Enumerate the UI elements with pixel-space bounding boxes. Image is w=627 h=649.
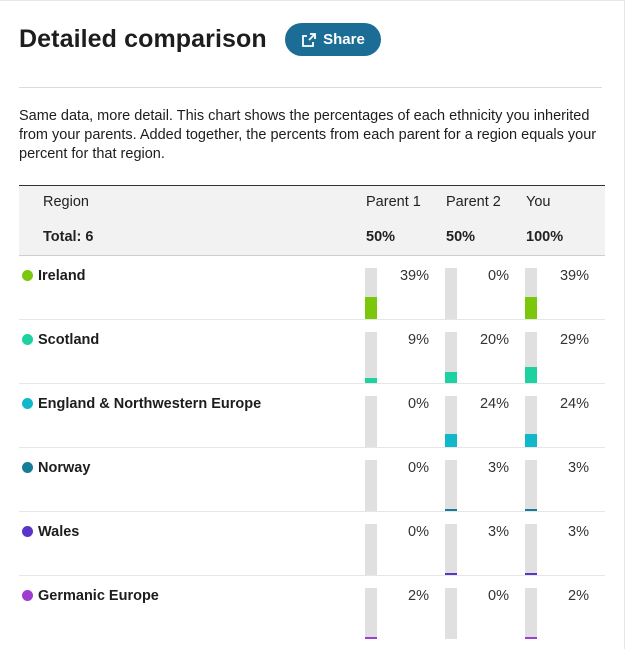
- you-bar-fill: [525, 297, 537, 319]
- you-bar: [525, 332, 537, 383]
- table-row: Wales 0% 3% 3%: [19, 512, 605, 576]
- table-body: Ireland 39% 0% 39% Scotland 9% 20% 29% England &…: [19, 256, 605, 639]
- col-region: Region: [43, 194, 89, 210]
- parent2-percent: 3%: [488, 524, 509, 540]
- you-percent: 2%: [568, 588, 589, 604]
- you-bar-fill: [525, 637, 537, 639]
- parent2-percent: 24%: [479, 396, 509, 412]
- parent2-bar-fill: [445, 372, 457, 383]
- parent2-bar: [445, 332, 457, 383]
- parent1-percent: 9%: [408, 332, 429, 348]
- parent1-bar: [365, 396, 377, 447]
- you-bar-fill: [525, 509, 537, 511]
- you-bar: [525, 396, 537, 447]
- card-header: Detailed comparison Share: [19, 19, 602, 88]
- you-bar-fill: [525, 573, 537, 575]
- parent1-percent: 39%: [399, 268, 429, 284]
- share-icon: [302, 32, 317, 47]
- parent2-bar: [445, 268, 457, 319]
- total-you: 100%: [526, 229, 564, 245]
- parent1-bar: [365, 268, 377, 319]
- parent2-bar-fill: [445, 573, 457, 575]
- total-label: Total: 6: [43, 229, 94, 245]
- col-parent2: Parent 2: [446, 194, 501, 210]
- region-name: Scotland: [38, 332, 100, 348]
- region-color-dot: [22, 398, 33, 409]
- parent1-percent: 0%: [408, 524, 429, 540]
- you-bar: [525, 460, 537, 511]
- parent1-bar: [365, 588, 377, 639]
- comparison-table: Region Parent 1 Parent 2 You Total: 6 50…: [19, 185, 605, 639]
- region-name: Wales: [38, 524, 80, 540]
- parent1-bar-fill: [365, 378, 377, 383]
- region-name: Germanic Europe: [38, 588, 159, 604]
- region-color-dot: [22, 526, 33, 537]
- share-button[interactable]: Share: [285, 23, 381, 56]
- parent1-percent: 2%: [408, 588, 429, 604]
- region-name: Norway: [38, 460, 91, 476]
- parent1-percent: 0%: [408, 396, 429, 412]
- parent2-bar: [445, 524, 457, 575]
- table-row: Scotland 9% 20% 29%: [19, 320, 605, 384]
- total-parent1: 50%: [366, 229, 396, 245]
- parent1-bar-fill: [365, 297, 377, 319]
- table-row: Ireland 39% 0% 39%: [19, 256, 605, 320]
- you-percent: 39%: [559, 268, 589, 284]
- parent2-percent: 0%: [488, 268, 509, 284]
- parent1-bar-fill: [365, 637, 377, 639]
- region-color-dot: [22, 270, 33, 281]
- you-bar: [525, 268, 537, 319]
- you-bar-fill: [525, 367, 537, 383]
- parent2-percent: 20%: [479, 332, 509, 348]
- parent1-percent: 0%: [408, 460, 429, 476]
- parent2-percent: 3%: [488, 460, 509, 476]
- you-bar: [525, 524, 537, 575]
- share-label: Share: [323, 31, 365, 48]
- col-you: You: [526, 194, 551, 210]
- parent2-bar-fill: [445, 509, 457, 511]
- parent1-bar: [365, 460, 377, 511]
- you-percent: 3%: [568, 524, 589, 540]
- region-color-dot: [22, 590, 33, 601]
- you-percent: 29%: [559, 332, 589, 348]
- total-parent2: 50%: [446, 229, 476, 245]
- parent2-bar-fill: [445, 434, 457, 447]
- parent1-bar: [365, 332, 377, 383]
- you-percent: 24%: [559, 396, 589, 412]
- you-percent: 3%: [568, 460, 589, 476]
- table-row: Germanic Europe 2% 0% 2%: [19, 576, 605, 639]
- region-color-dot: [22, 334, 33, 345]
- table-row: Norway 0% 3% 3%: [19, 448, 605, 512]
- table-header: Region Parent 1 Parent 2 You Total: 6 50…: [19, 185, 605, 256]
- you-bar: [525, 588, 537, 639]
- parent2-bar: [445, 396, 457, 447]
- table-row: England & Northwestern Europe 0% 24% 24%: [19, 384, 605, 448]
- you-bar-fill: [525, 434, 537, 447]
- region-color-dot: [22, 462, 33, 473]
- parent1-bar: [365, 524, 377, 575]
- region-name: Ireland: [38, 268, 86, 284]
- intro-text: Same data, more detail. This chart shows…: [19, 108, 597, 162]
- parent2-bar: [445, 460, 457, 511]
- page-title: Detailed comparison: [19, 25, 267, 53]
- col-parent1: Parent 1: [366, 194, 421, 210]
- parent2-percent: 0%: [488, 588, 509, 604]
- parent2-bar: [445, 588, 457, 639]
- region-name: England & Northwestern Europe: [38, 396, 262, 412]
